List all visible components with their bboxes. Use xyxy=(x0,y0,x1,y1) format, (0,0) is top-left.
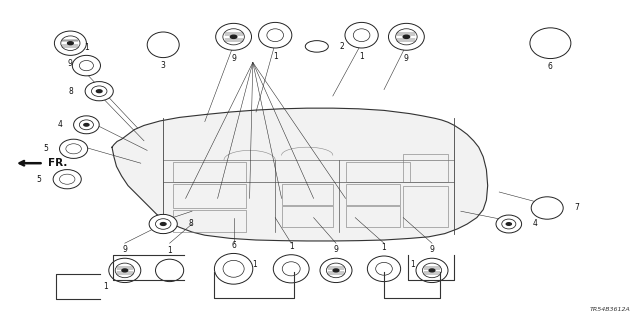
Text: 1: 1 xyxy=(252,260,257,269)
Text: 9: 9 xyxy=(122,245,127,254)
Ellipse shape xyxy=(109,258,141,283)
Circle shape xyxy=(161,223,166,225)
Ellipse shape xyxy=(74,116,99,134)
Circle shape xyxy=(429,269,435,272)
Text: 1: 1 xyxy=(359,52,364,61)
Circle shape xyxy=(403,35,410,38)
Circle shape xyxy=(84,124,89,126)
Text: 1: 1 xyxy=(381,243,387,252)
Text: TR54B3612A: TR54B3612A xyxy=(589,307,630,312)
Circle shape xyxy=(97,90,102,92)
Ellipse shape xyxy=(259,22,292,48)
Circle shape xyxy=(333,269,339,272)
Ellipse shape xyxy=(147,32,179,58)
Circle shape xyxy=(122,269,128,272)
Text: 1: 1 xyxy=(410,260,415,269)
Text: 9: 9 xyxy=(333,245,339,254)
Bar xyxy=(346,162,410,182)
Ellipse shape xyxy=(149,214,177,234)
Text: 8: 8 xyxy=(69,87,74,96)
Text: 6: 6 xyxy=(231,241,236,250)
Ellipse shape xyxy=(216,23,252,50)
Ellipse shape xyxy=(530,28,571,59)
Text: 5: 5 xyxy=(36,175,42,184)
Bar xyxy=(173,162,246,182)
Text: 9: 9 xyxy=(404,54,409,63)
Ellipse shape xyxy=(531,197,563,219)
Ellipse shape xyxy=(388,23,424,50)
Ellipse shape xyxy=(345,22,378,48)
Ellipse shape xyxy=(416,258,448,283)
Ellipse shape xyxy=(367,256,401,282)
Bar xyxy=(403,186,448,227)
Text: 4: 4 xyxy=(57,120,62,129)
Circle shape xyxy=(230,35,237,38)
Text: 9: 9 xyxy=(429,245,435,254)
Text: 8: 8 xyxy=(189,220,193,228)
Text: 2: 2 xyxy=(340,42,344,51)
Text: 1: 1 xyxy=(167,246,172,255)
Text: 1: 1 xyxy=(273,52,278,61)
Ellipse shape xyxy=(496,215,522,233)
Bar xyxy=(173,210,246,232)
Circle shape xyxy=(68,42,73,44)
Text: 9: 9 xyxy=(68,59,73,68)
Ellipse shape xyxy=(60,139,88,158)
Ellipse shape xyxy=(273,255,309,283)
Ellipse shape xyxy=(54,31,86,55)
Bar xyxy=(282,184,333,205)
Ellipse shape xyxy=(214,253,253,284)
Ellipse shape xyxy=(320,258,352,283)
Text: 3: 3 xyxy=(161,61,166,70)
Ellipse shape xyxy=(85,82,113,101)
Polygon shape xyxy=(112,108,488,241)
Text: FR.: FR. xyxy=(48,158,67,168)
Circle shape xyxy=(506,223,511,225)
Bar xyxy=(173,184,246,208)
Text: 1: 1 xyxy=(289,242,294,251)
Ellipse shape xyxy=(72,55,100,76)
Text: 5: 5 xyxy=(43,144,48,153)
Text: 1: 1 xyxy=(84,43,89,52)
Text: 9: 9 xyxy=(231,54,236,63)
Text: 4: 4 xyxy=(533,220,538,228)
Ellipse shape xyxy=(156,259,184,282)
Text: 1: 1 xyxy=(103,282,108,291)
Ellipse shape xyxy=(53,170,81,189)
Text: 6: 6 xyxy=(548,62,553,71)
Bar xyxy=(403,154,448,182)
Text: 7: 7 xyxy=(575,204,580,212)
Bar xyxy=(346,184,400,205)
Bar xyxy=(346,206,400,227)
Circle shape xyxy=(305,41,328,52)
Bar xyxy=(282,206,333,227)
